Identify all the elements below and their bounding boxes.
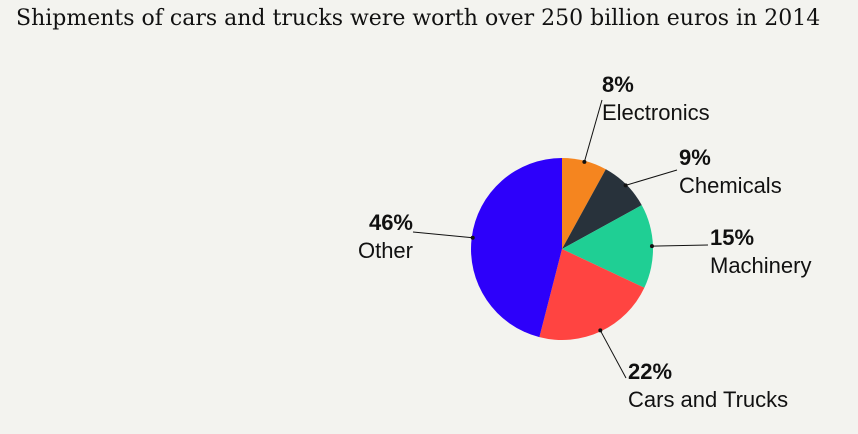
data-label-pct-other: 46% [369, 210, 413, 235]
data-label-name-machinery: Machinery [710, 253, 811, 278]
leader-dot-cars-and-trucks [598, 328, 603, 333]
leader-line-machinery [651, 244, 709, 247]
data-label-name-other: Other [358, 238, 413, 263]
pie-slice-chemicals [562, 169, 642, 249]
leader-dot-machinery [649, 244, 654, 249]
data-label-name-cars-and-trucks: Cars and Trucks [628, 387, 788, 412]
pie-slice-other [471, 158, 562, 338]
pie-slice-cars-and-trucks [539, 249, 645, 340]
leader-line-electronics [583, 99, 603, 162]
leader-dot-chemicals [623, 183, 628, 188]
data-label-pct-electronics: 8% [602, 72, 634, 97]
pie-slice-machinery [562, 205, 653, 288]
data-label-pct-chemicals: 9% [679, 145, 711, 170]
data-label-name-electronics: Electronics [602, 100, 710, 125]
chart-title: Shipments of cars and trucks were worth … [16, 6, 821, 31]
leader-dot-electronics [582, 159, 587, 164]
data-label-pct-machinery: 15% [710, 225, 754, 250]
leader-line-chemicals [625, 169, 678, 186]
data-label-pct-cars-and-trucks: 22% [628, 359, 672, 384]
leader-line-other [412, 231, 473, 239]
leader-line-cars-and-trucks [599, 330, 627, 379]
data-label-name-chemicals: Chemicals [679, 173, 782, 198]
leader-dot-other [470, 235, 475, 240]
pie-slice-electronics [562, 158, 606, 249]
